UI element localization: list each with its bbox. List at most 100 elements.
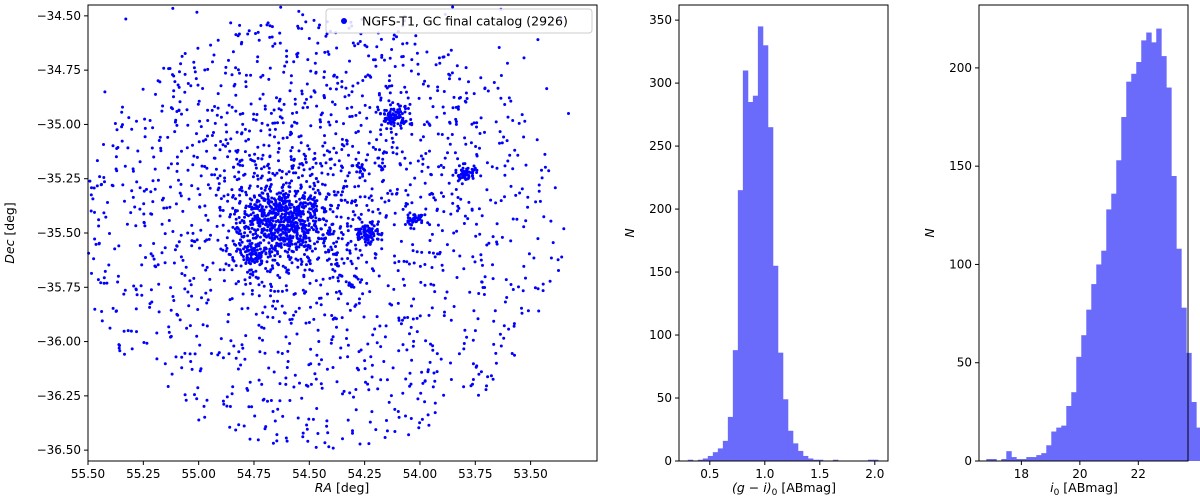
- gc-point: [222, 194, 226, 198]
- gc-point: [332, 74, 336, 78]
- gc-point: [165, 206, 169, 210]
- gc-point: [395, 187, 399, 191]
- gc-point: [460, 169, 464, 173]
- gc-point: [248, 257, 252, 261]
- gc-point: [227, 58, 230, 62]
- 0-x-tick-label: 54.25: [347, 467, 381, 481]
- gc-point: [173, 130, 177, 134]
- gc-point: [269, 183, 273, 186]
- gc-point: [278, 224, 282, 228]
- gc-point: [242, 258, 246, 262]
- gc-point: [254, 232, 258, 235]
- gc-point: [228, 405, 232, 408]
- gc-point: [411, 243, 415, 247]
- gc-point: [457, 352, 461, 356]
- gc-point: [253, 215, 257, 219]
- gc-point: [291, 235, 295, 239]
- gc-point: [336, 276, 340, 280]
- histogram-bar: [991, 459, 997, 461]
- gc-point: [387, 199, 391, 203]
- gc-point: [393, 430, 397, 433]
- gc-point: [392, 37, 396, 41]
- gc-point: [283, 311, 286, 315]
- gc-point: [376, 220, 380, 224]
- gc-point: [360, 94, 364, 98]
- gc-point: [268, 204, 272, 208]
- gc-point: [247, 29, 251, 33]
- gc-point: [285, 54, 289, 58]
- gc-point: [352, 395, 355, 399]
- gc-point: [114, 155, 118, 159]
- gc-point: [244, 334, 248, 338]
- gc-point: [275, 439, 279, 443]
- gc-point: [117, 244, 121, 248]
- gc-point: [487, 241, 491, 245]
- gc-point: [244, 139, 248, 143]
- gc-point: [471, 255, 475, 259]
- gc-point: [354, 247, 358, 251]
- gc-point: [383, 164, 387, 168]
- gc-point: [367, 208, 371, 212]
- gc-point: [363, 232, 367, 236]
- gc-point: [198, 343, 202, 347]
- gc-point: [265, 260, 269, 264]
- gc-point: [423, 181, 427, 185]
- gc-point: [256, 156, 260, 160]
- gc-point: [401, 207, 405, 211]
- gc-point: [193, 70, 197, 74]
- gc-point: [262, 238, 266, 242]
- gc-point: [238, 188, 242, 192]
- gc-point: [305, 423, 309, 427]
- gc-point: [301, 194, 305, 197]
- gc-point: [394, 110, 398, 114]
- gc-point: [174, 355, 178, 359]
- gc-point: [281, 136, 285, 140]
- gc-point: [230, 188, 234, 192]
- gc-point: [276, 299, 279, 303]
- gc-point: [102, 143, 105, 146]
- gc-point: [275, 261, 279, 265]
- gc-point: [301, 229, 305, 233]
- gc-point: [121, 105, 124, 109]
- gc-point: [319, 303, 323, 307]
- gc-point: [431, 348, 435, 352]
- gc-point: [413, 42, 417, 46]
- gc-point: [288, 220, 292, 224]
- gc-point: [172, 74, 176, 78]
- gc-point: [432, 371, 436, 375]
- gc-point: [237, 232, 241, 235]
- gc-point: [103, 180, 106, 184]
- gc-point: [246, 225, 250, 229]
- gc-point: [411, 249, 415, 253]
- histogram-bar: [1026, 457, 1032, 461]
- gc-point: [350, 105, 354, 109]
- gc-point: [93, 237, 97, 241]
- gc-point: [395, 35, 398, 39]
- gc-point: [388, 189, 392, 193]
- gc-point: [541, 282, 545, 286]
- gc-point: [253, 207, 257, 210]
- gc-point: [442, 55, 446, 59]
- gc-point: [114, 309, 118, 313]
- gc-point: [186, 231, 190, 235]
- gc-point: [169, 106, 173, 110]
- gc-point: [363, 195, 367, 199]
- gc-point: [243, 278, 247, 282]
- gc-point: [365, 238, 369, 242]
- gc-point: [344, 280, 348, 284]
- gc-point: [234, 264, 238, 268]
- gc-point: [312, 202, 316, 206]
- gc-point: [254, 118, 258, 122]
- gc-point: [225, 246, 229, 250]
- gc-point: [334, 87, 338, 91]
- gc-point: [236, 367, 240, 371]
- gc-point: [336, 190, 340, 194]
- gc-point: [380, 196, 383, 200]
- gc-point: [258, 256, 262, 260]
- gc-point: [175, 169, 179, 173]
- gc-point: [318, 23, 321, 27]
- gc-point: [273, 419, 277, 423]
- gc-point: [443, 310, 446, 314]
- gc-point: [301, 431, 305, 435]
- gc-point: [196, 46, 200, 50]
